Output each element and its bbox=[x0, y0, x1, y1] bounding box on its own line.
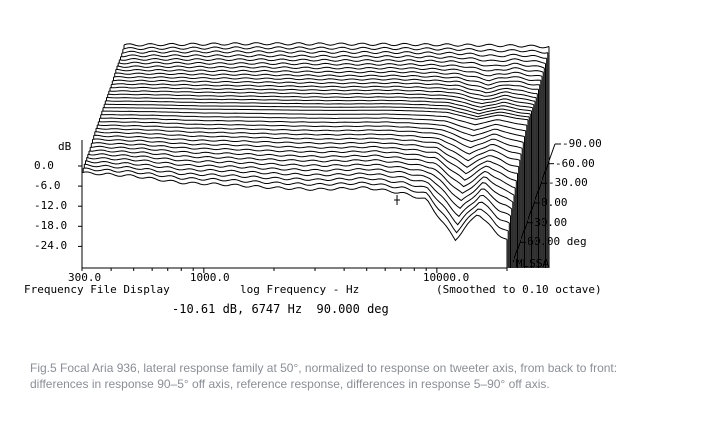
response-trace bbox=[119, 57, 545, 69]
response-trace bbox=[120, 54, 546, 64]
footer-left: Frequency File Display bbox=[24, 283, 170, 296]
response-trace bbox=[118, 61, 544, 73]
response-trace bbox=[86, 156, 512, 210]
trace-mask bbox=[82, 172, 507, 272]
trace-group bbox=[81, 42, 550, 273]
response-trace bbox=[112, 79, 538, 95]
y-tick-label: 0.0 bbox=[34, 159, 54, 172]
waterfall-plot bbox=[78, 42, 561, 273]
depth-tick-label: 60.00 deg bbox=[527, 235, 587, 249]
response-trace bbox=[123, 42, 550, 49]
response-trace bbox=[90, 145, 516, 189]
response-trace bbox=[121, 50, 547, 59]
response-trace bbox=[101, 110, 527, 126]
response-trace bbox=[87, 153, 514, 203]
response-trace bbox=[108, 90, 534, 106]
depth-tick-label: 30.00 bbox=[534, 215, 568, 229]
response-trace bbox=[107, 93, 533, 109]
x-tick-label: 10000.0 bbox=[422, 271, 470, 284]
x-tick-label: 300.0 bbox=[68, 271, 102, 284]
response-trace bbox=[110, 86, 536, 102]
response-trace bbox=[83, 167, 509, 234]
x-tick-label: 1000.0 bbox=[189, 271, 230, 284]
response-trace bbox=[91, 142, 517, 182]
depth-tick-label: 0.00 bbox=[541, 196, 568, 209]
response-trace bbox=[102, 107, 529, 121]
y-tick-label: -24.0 bbox=[34, 239, 68, 253]
response-trace bbox=[93, 134, 519, 168]
response-trace bbox=[88, 149, 515, 196]
depth-tick-label: -60.00 bbox=[555, 156, 595, 170]
mlssa-label: MLSSA bbox=[516, 257, 550, 270]
response-trace bbox=[104, 103, 530, 118]
depth-tick-label: -30.00 bbox=[548, 176, 588, 190]
response-trace bbox=[100, 114, 526, 132]
figure-caption: Fig.5 Focal Aria 936, lateral response f… bbox=[30, 361, 618, 391]
response-trace bbox=[98, 121, 524, 143]
response-trace bbox=[84, 163, 510, 226]
response-trace bbox=[106, 97, 532, 112]
y-tick-label: -12.0 bbox=[34, 199, 68, 213]
smoothing-note: (Smoothed to 0.10 octave) bbox=[436, 283, 602, 296]
response-trace bbox=[85, 160, 511, 218]
depth-tick-label: -90.00 bbox=[562, 137, 602, 150]
y-tick-label: -18.0 bbox=[34, 219, 68, 233]
response-trace bbox=[97, 124, 523, 149]
response-trace bbox=[105, 100, 531, 115]
response-trace bbox=[115, 68, 541, 82]
cursor-readout: -10.61 dB, 6747 Hz 90.000 deg bbox=[172, 302, 389, 316]
response-trace bbox=[113, 76, 539, 90]
y-axis-unit-label: dB bbox=[58, 140, 72, 153]
axes-group bbox=[78, 140, 561, 273]
response-trace bbox=[92, 138, 518, 175]
response-trace bbox=[95, 127, 522, 155]
response-trace bbox=[111, 83, 537, 99]
y-tick-label: -6.0 bbox=[34, 179, 61, 193]
response-trace bbox=[114, 72, 540, 86]
response-trace bbox=[99, 117, 525, 137]
response-trace bbox=[94, 131, 520, 162]
response-trace bbox=[122, 46, 548, 54]
response-trace bbox=[116, 65, 543, 77]
response-trace bbox=[81, 171, 508, 242]
x-axis-label: log Frequency - Hz bbox=[240, 283, 360, 296]
